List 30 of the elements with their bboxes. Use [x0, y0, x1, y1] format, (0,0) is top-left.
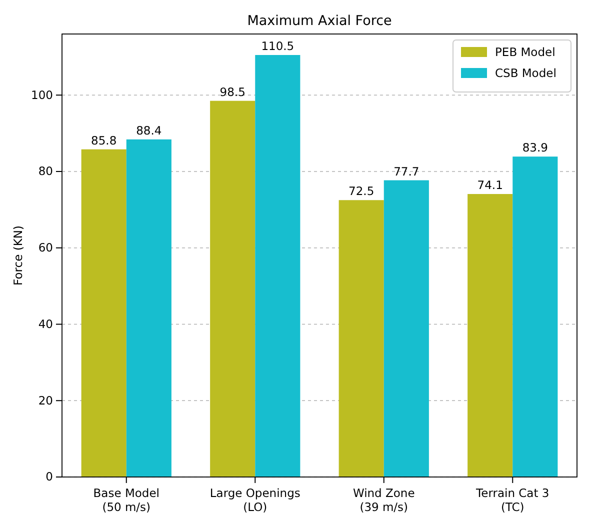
data-label: 110.5 — [261, 39, 294, 54]
bar — [512, 156, 558, 477]
y-tick-label: 100 — [31, 88, 53, 102]
data-label: 74.1 — [477, 178, 503, 192]
y-axis-title: Force (KN) — [11, 226, 25, 286]
y-tick-label: 40 — [38, 316, 53, 331]
data-label: 85.8 — [91, 133, 117, 148]
legend-label: PEB Model — [495, 45, 556, 59]
x-tick-label: Terrain Cat 3 (TC) — [475, 486, 550, 514]
bar — [255, 55, 300, 477]
legend-label: CSB Model — [495, 66, 556, 80]
data-label: 88.4 — [136, 123, 162, 138]
data-label: 98.5 — [220, 84, 246, 99]
y-tick-label: 60 — [38, 240, 53, 255]
x-tick-label: Large Openings (LO) — [210, 486, 300, 514]
chart-title: Maximum Axial Force — [247, 13, 392, 29]
x-tick-label: Wind Zone (39 m/s) — [352, 486, 415, 514]
bar — [126, 139, 172, 477]
data-label: 77.7 — [394, 164, 420, 178]
data-label: 72.5 — [348, 184, 374, 198]
data-label: 83.9 — [522, 140, 548, 155]
y-tick-label: 0 — [46, 470, 53, 484]
y-tick-label: 20 — [38, 393, 53, 408]
bar — [384, 180, 429, 477]
bar — [468, 194, 513, 477]
bar — [210, 100, 256, 477]
y-tick-label: 80 — [38, 164, 53, 178]
bar — [81, 149, 126, 477]
x-tick-label: Base Model (50 m/s) — [93, 486, 160, 514]
bar — [338, 200, 384, 477]
